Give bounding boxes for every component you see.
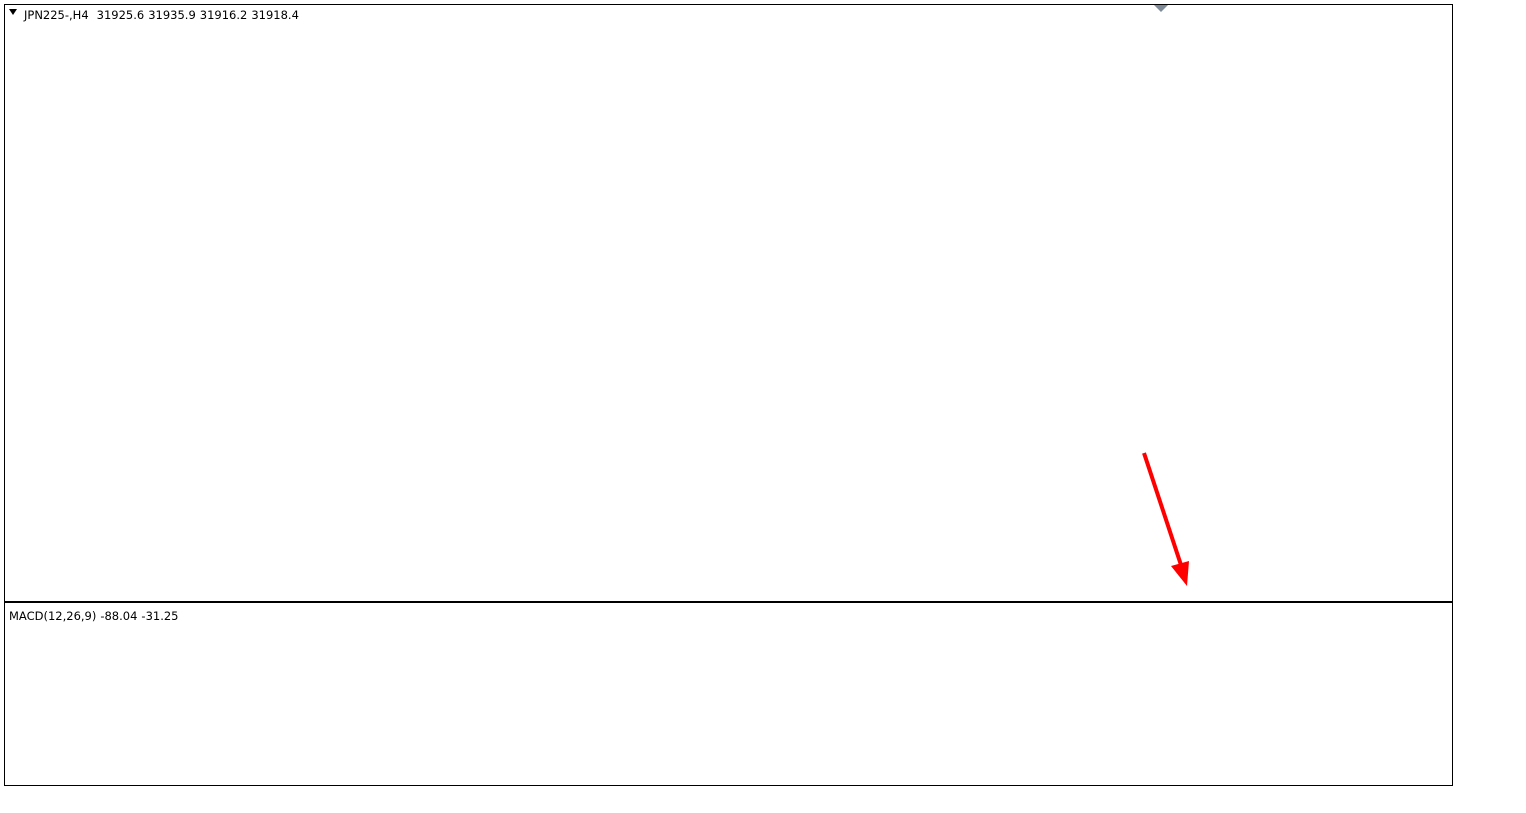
open-value: 31925.6 <box>97 8 145 22</box>
low-value: 31916.2 <box>200 8 248 22</box>
arrow-shaft <box>1142 452 1183 566</box>
macd-panel-frame <box>4 602 1453 786</box>
forecast-arrow <box>1142 452 1189 586</box>
menu-triangle[interactable] <box>9 9 17 15</box>
close-value: 31918.4 <box>251 8 299 22</box>
high-value: 31935.9 <box>148 8 196 22</box>
arrow-head <box>1171 561 1189 586</box>
macd-title: MACD(12,26,9) <box>9 609 96 623</box>
symbol: JPN225-,H4 <box>23 8 89 22</box>
macd-header: MACD(12,26,9) -88.04 -31.25 <box>9 609 179 623</box>
shift-marker <box>1154 5 1168 12</box>
signal-value: -31.25 <box>141 609 178 623</box>
macd-value: -88.04 <box>100 609 137 623</box>
price-panel-frame <box>4 4 1453 602</box>
price-header: JPN225-,H4 31925.6 31935.9 31916.2 31918.4 <box>23 8 299 22</box>
